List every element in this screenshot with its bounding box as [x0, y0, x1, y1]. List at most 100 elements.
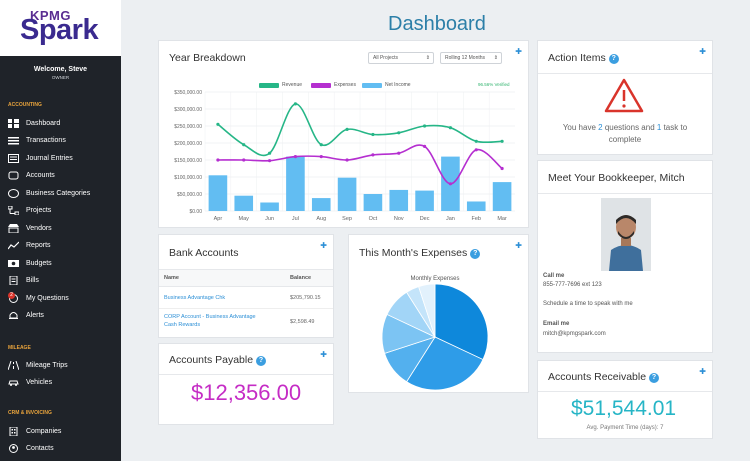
- add-icon[interactable]: ✚: [699, 367, 706, 376]
- expenses-point: [474, 148, 478, 152]
- accounts-icon: [8, 171, 19, 180]
- help-icon[interactable]: ?: [470, 249, 481, 259]
- revenue-point: [397, 131, 401, 135]
- sidebar-item-reports[interactable]: Reports: [7, 239, 116, 251]
- pie-slice: [406, 336, 484, 391]
- net-income-bar: [286, 156, 305, 211]
- add-icon[interactable]: ✚: [320, 350, 327, 359]
- help-icon[interactable]: ?: [256, 356, 267, 366]
- phone-link[interactable]: 855-777-7696 ext 123: [543, 282, 602, 288]
- task-count-link[interactable]: 1: [656, 123, 662, 132]
- net-income-bar: [363, 194, 383, 211]
- card-title-text: Action Items: [548, 52, 606, 64]
- help-icon[interactable]: ?: [608, 54, 619, 64]
- legend-revenue[interactable]: Revenue: [259, 82, 302, 88]
- account-link[interactable]: CORP Account - Business Advantage: [164, 314, 256, 320]
- sidebar-item-accounts[interactable]: Accounts: [8, 169, 116, 181]
- net-income-bar: [337, 177, 357, 211]
- page-title: Dashboard: [388, 13, 486, 35]
- legend-expenses[interactable]: Expenses: [311, 82, 356, 88]
- vendors-icon: [8, 223, 19, 233]
- sidebar-item-companies[interactable]: Companies: [8, 425, 116, 437]
- period-select[interactable]: Rolling 12 Months ⇕: [440, 52, 502, 64]
- account-link[interactable]: Business Advantage Chk: [164, 295, 226, 301]
- legend-swatch: [311, 82, 331, 88]
- questions-badge: 2: [8, 291, 15, 299]
- accounts-receivable-card: Accounts Receivable? ✚ Avg. Payment Time…: [537, 360, 713, 439]
- sidebar-item-label: Dashboard: [26, 119, 61, 127]
- help-icon[interactable]: ?: [649, 373, 660, 383]
- x-tick-label: Oct: [369, 216, 378, 222]
- sidebar-item-journal-entries[interactable]: Journal Entries: [8, 152, 116, 164]
- sidebar-item-bills[interactable]: Bills: [8, 274, 116, 286]
- sidebar-item-vendors[interactable]: Vendors: [8, 222, 116, 234]
- sidebar-item-label: Contacts: [26, 444, 54, 452]
- select-value: All Projects: [373, 55, 399, 61]
- account-link-line2[interactable]: Cash Rewards: [164, 322, 201, 328]
- y-tick-label: $100,000.00: [174, 175, 202, 181]
- sidebar-item-contacts[interactable]: Contacts: [8, 442, 116, 454]
- pie-slice: [418, 283, 436, 338]
- card-title: Action Items?: [548, 52, 619, 64]
- x-tick-label: Sep: [342, 216, 352, 222]
- expenses-point: [500, 166, 504, 171]
- sidebar-item-vehicles[interactable]: Vehicles: [8, 376, 116, 388]
- revenue-point: [371, 132, 375, 137]
- sidebar-item-mileage-trips[interactable]: Mileage Trips: [7, 359, 116, 371]
- sidebar: KPMG Spark Welcome, Steve OWNER ACCOUNTI…: [0, 0, 121, 461]
- section-mileage: MILEAGE: [8, 345, 31, 351]
- net-income-bar: [389, 189, 409, 211]
- x-tick-label: Mar: [497, 216, 507, 222]
- y-tick-label: $350,000.00: [174, 90, 202, 96]
- bank-accounts-card: Bank Accounts ✚ Name Balance Business Ad…: [158, 234, 334, 338]
- net-income-bar: [208, 175, 228, 211]
- section-accounting: ACCOUNTING: [8, 102, 42, 108]
- legend-label: Revenue: [282, 82, 303, 88]
- sidebar-item-dashboard[interactable]: Dashboard: [8, 117, 116, 129]
- legend-swatch: [259, 82, 279, 88]
- sidebar-item-label: Journal Entries: [26, 154, 73, 162]
- questions-count-link[interactable]: 2: [598, 123, 603, 132]
- card-title: This Month's Expenses?: [359, 247, 481, 259]
- expenses-point: [448, 182, 453, 186]
- sidebar-item-label: My Questions: [26, 294, 69, 302]
- add-icon[interactable]: ✚: [699, 47, 706, 56]
- email-link[interactable]: mitch@kpmgspark.com: [543, 331, 606, 337]
- accounts-payable-amount: $12,356.00: [191, 380, 302, 405]
- project-select[interactable]: All Projects ⇕: [368, 52, 434, 64]
- logo[interactable]: KPMG Spark: [0, 0, 121, 56]
- revenue-point: [448, 126, 453, 130]
- sidebar-item-my-questions[interactable]: 2 My Questions: [8, 291, 116, 304]
- revenue-point: [242, 143, 246, 147]
- section-crm: CRM & INVOICING: [8, 410, 52, 416]
- sidebar-item-label: Vehicles: [26, 378, 53, 386]
- card-title-text: This Month's Expenses: [359, 247, 468, 259]
- net-income-bar: [234, 195, 254, 211]
- revenue-point: [267, 151, 272, 155]
- bell-icon: [8, 311, 19, 320]
- questions-icon: 2: [8, 291, 19, 303]
- add-icon[interactable]: ✚: [515, 47, 522, 56]
- revenue-point: [345, 127, 349, 131]
- net-income-bar: [311, 198, 331, 211]
- x-tick-label: Aug: [316, 216, 326, 222]
- sidebar-item-projects[interactable]: Projects: [7, 204, 116, 216]
- sidebar-item-business-categories[interactable]: Business Categories: [8, 187, 116, 199]
- sidebar-item-label: Budgets: [26, 259, 52, 267]
- row-divider: [159, 308, 333, 309]
- user-role: OWNER: [51, 75, 70, 80]
- net-income-bar: [492, 182, 512, 211]
- revenue-point: [319, 143, 323, 147]
- sidebar-item-alerts[interactable]: Alerts: [8, 309, 116, 321]
- sidebar-item-budgets[interactable]: Budgets: [8, 257, 116, 269]
- bookkeeper-card: Meet Your Bookkeeper, Mitch Call me 855-…: [537, 160, 713, 353]
- card-title: Meet Your Bookkeeper, Mitch: [548, 172, 685, 184]
- sidebar-item-label: Transactions: [26, 136, 66, 144]
- sidebar-item-transactions[interactable]: Transactions: [8, 134, 116, 146]
- schedule-link[interactable]: Schedule a time to speak with me: [543, 301, 633, 307]
- revenue-point: [216, 122, 220, 126]
- add-icon[interactable]: ✚: [320, 241, 327, 250]
- expenses-point: [242, 158, 246, 162]
- legend-net-income[interactable]: Net Income: [362, 82, 411, 88]
- add-icon[interactable]: ✚: [515, 241, 522, 250]
